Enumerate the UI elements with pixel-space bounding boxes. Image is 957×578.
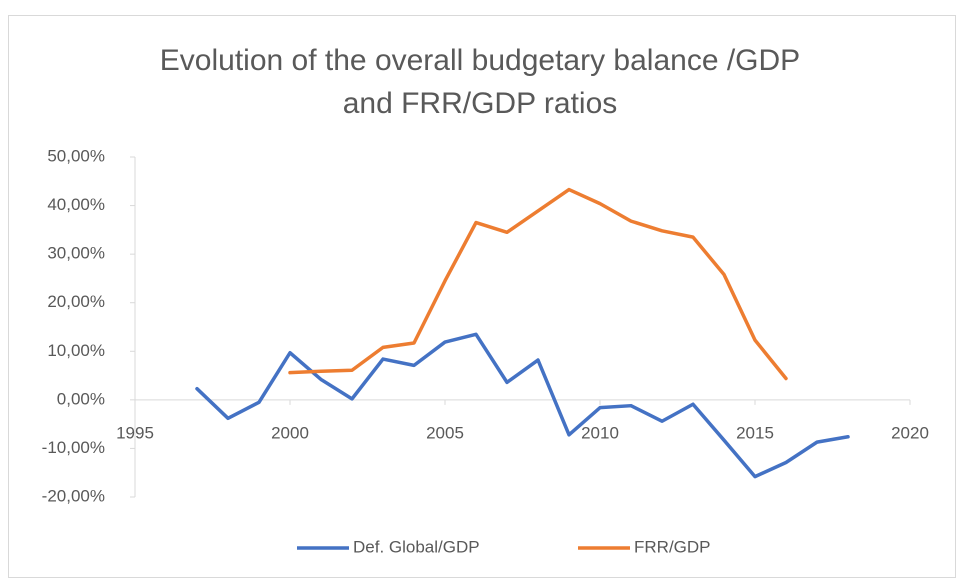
y-tick-label: 50,00% [47, 146, 105, 165]
y-tick-label: -10,00% [42, 438, 105, 457]
chart-title: Evolution of the overall budgetary balan… [160, 44, 800, 77]
x-tick-label: 2000 [271, 423, 309, 442]
series-line [288, 187, 788, 381]
y-tick-label: -20,00% [42, 486, 105, 505]
y-tick-label: 40,00% [47, 195, 105, 214]
y-tick-label: 30,00% [47, 244, 105, 263]
y-tick-label: 20,00% [47, 292, 105, 311]
x-tick-label: 1995 [116, 423, 154, 442]
chart-frame [8, 15, 956, 578]
legend-label: FRR/GDP [634, 537, 711, 556]
y-tick-label: 0,00% [57, 389, 105, 408]
x-tick-label: 2015 [736, 423, 774, 442]
series-line [195, 332, 850, 479]
chart-title: and FRR/GDP ratios [343, 87, 618, 120]
x-tick-label: 2010 [581, 423, 619, 442]
legend-label: Def. Global/GDP [353, 537, 480, 556]
x-tick-label: 2005 [426, 423, 464, 442]
y-tick-label: 10,00% [47, 341, 105, 360]
x-tick-label: 2020 [891, 423, 929, 442]
